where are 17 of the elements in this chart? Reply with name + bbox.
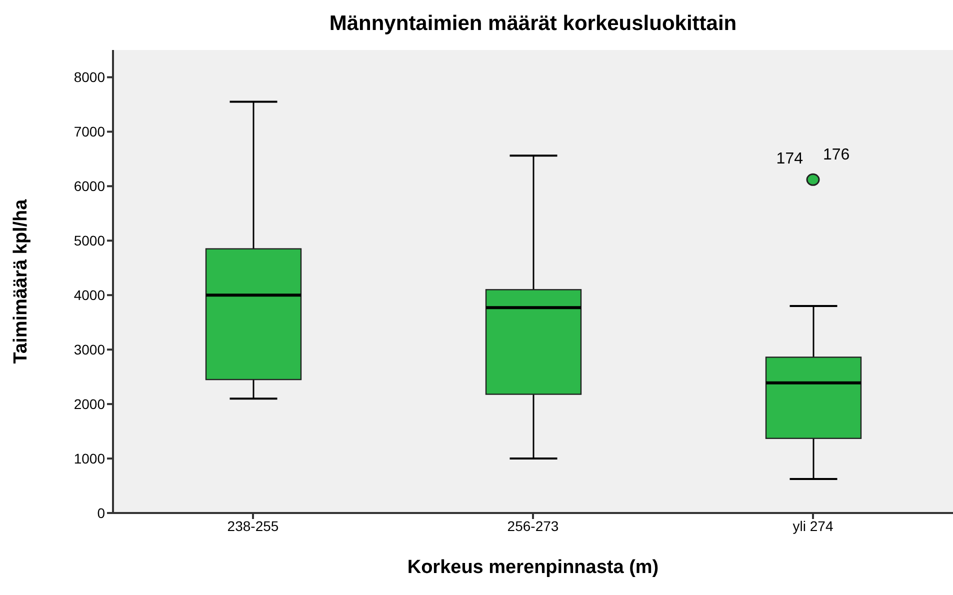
y-tick-label: 1000 [74, 450, 106, 466]
y-axis-title: Taimimäärä kpl/ha [10, 198, 32, 364]
y-tick-label: 7000 [74, 124, 106, 140]
chart-title: Männyntaimien määrät korkeusluokittain [328, 12, 738, 36]
x-tick-label: 256-273 [507, 518, 559, 534]
y-tick-label: 8000 [74, 69, 106, 86]
y-tick-label: 6000 [74, 178, 106, 194]
x-tick-label: 238-255 [227, 518, 279, 534]
annotation: 174 [776, 150, 804, 168]
y-tick-label: 3000 [74, 342, 106, 358]
y-tick-label: 2000 [74, 396, 106, 412]
annotation: 176 [823, 146, 850, 164]
y-tick-label: 4000 [74, 287, 106, 304]
x-axis-title: Korkeus merenpinnasta (m) [407, 557, 659, 578]
y-tick-label: 0 [97, 504, 106, 521]
x-tick-label: yli 274 [792, 518, 834, 534]
y-tick-label: 5000 [74, 232, 106, 249]
